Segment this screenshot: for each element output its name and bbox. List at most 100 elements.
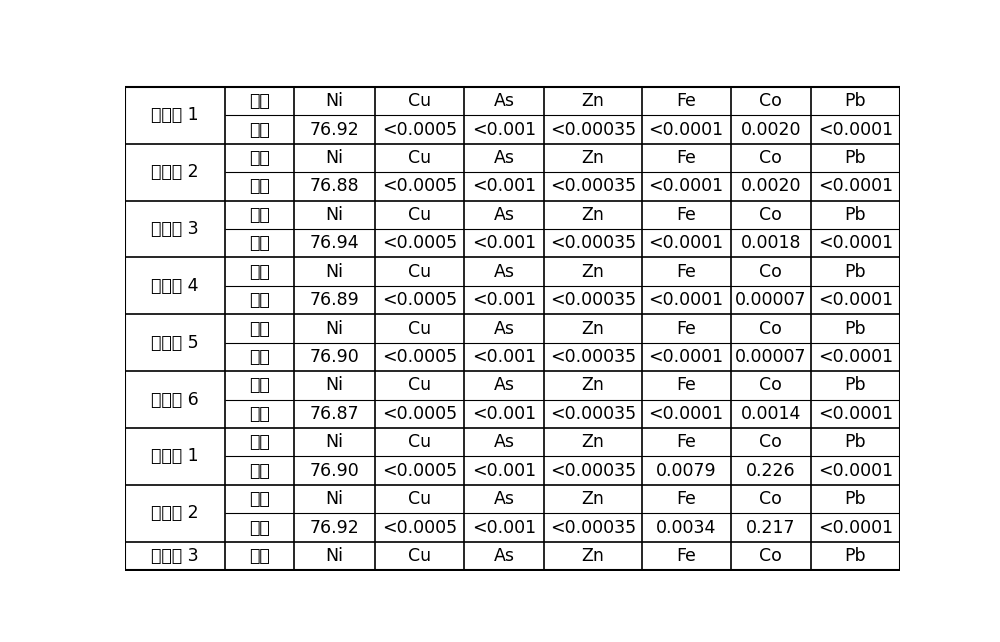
Text: Ni: Ni (326, 490, 344, 508)
Text: <0.0001: <0.0001 (818, 348, 893, 366)
Text: <0.0001: <0.0001 (649, 177, 724, 195)
Text: As: As (494, 206, 515, 224)
Text: <0.00035: <0.00035 (550, 177, 636, 195)
Text: 元素: 元素 (249, 149, 270, 167)
Text: 元素: 元素 (249, 206, 270, 224)
Text: Zn: Zn (582, 149, 604, 167)
Text: <0.001: <0.001 (472, 462, 536, 480)
Text: Cu: Cu (408, 547, 431, 565)
Text: <0.0001: <0.0001 (649, 291, 724, 309)
Text: Pb: Pb (845, 433, 866, 451)
Text: <0.0001: <0.0001 (818, 462, 893, 480)
Text: 76.88: 76.88 (310, 177, 359, 195)
Text: <0.0001: <0.0001 (649, 405, 724, 423)
Text: Zn: Zn (582, 547, 604, 565)
Text: Cu: Cu (408, 320, 431, 338)
Text: Co: Co (759, 433, 782, 451)
Text: Zn: Zn (582, 376, 604, 394)
Text: 实施例 1: 实施例 1 (151, 107, 199, 125)
Text: Cu: Cu (408, 490, 431, 508)
Text: Co: Co (759, 263, 782, 281)
Text: 0.00007: 0.00007 (735, 291, 807, 309)
Text: 元素: 元素 (249, 490, 270, 508)
Text: 0.0020: 0.0020 (741, 177, 801, 195)
Text: <0.00035: <0.00035 (550, 405, 636, 423)
Text: 元素: 元素 (249, 320, 270, 338)
Text: Pb: Pb (845, 149, 866, 167)
Text: <0.0001: <0.0001 (818, 405, 893, 423)
Text: <0.0001: <0.0001 (649, 348, 724, 366)
Text: Fe: Fe (676, 206, 696, 224)
Text: 对比例 1: 对比例 1 (151, 447, 199, 465)
Text: <0.001: <0.001 (472, 234, 536, 252)
Text: <0.00035: <0.00035 (550, 121, 636, 139)
Text: Co: Co (759, 547, 782, 565)
Text: 含量: 含量 (249, 519, 270, 537)
Text: Zn: Zn (582, 206, 604, 224)
Text: <0.0005: <0.0005 (382, 177, 457, 195)
Text: <0.0001: <0.0001 (818, 177, 893, 195)
Text: Fe: Fe (676, 149, 696, 167)
Text: 76.94: 76.94 (310, 234, 359, 252)
Text: <0.0001: <0.0001 (649, 234, 724, 252)
Text: 0.0079: 0.0079 (656, 462, 716, 480)
Text: <0.0005: <0.0005 (382, 462, 457, 480)
Text: <0.001: <0.001 (472, 177, 536, 195)
Text: Ni: Ni (326, 263, 344, 281)
Text: As: As (494, 263, 515, 281)
Text: 含量: 含量 (249, 234, 270, 252)
Text: Co: Co (759, 149, 782, 167)
Text: Co: Co (759, 490, 782, 508)
Text: As: As (494, 376, 515, 394)
Text: Fe: Fe (676, 433, 696, 451)
Text: 实施例 4: 实施例 4 (151, 277, 199, 295)
Text: 0.0020: 0.0020 (741, 121, 801, 139)
Text: Cu: Cu (408, 433, 431, 451)
Text: Pb: Pb (845, 263, 866, 281)
Text: <0.001: <0.001 (472, 348, 536, 366)
Text: 76.90: 76.90 (310, 462, 360, 480)
Text: As: As (494, 547, 515, 565)
Text: 元素: 元素 (249, 263, 270, 281)
Text: <0.0005: <0.0005 (382, 121, 457, 139)
Text: Zn: Zn (582, 263, 604, 281)
Text: Ni: Ni (326, 149, 344, 167)
Text: Fe: Fe (676, 376, 696, 394)
Text: 0.226: 0.226 (746, 462, 796, 480)
Text: 实施例 2: 实施例 2 (151, 163, 199, 181)
Text: <0.00035: <0.00035 (550, 348, 636, 366)
Text: Pb: Pb (845, 490, 866, 508)
Text: 实施例 3: 实施例 3 (151, 220, 199, 238)
Text: 含量: 含量 (249, 405, 270, 423)
Text: Cu: Cu (408, 92, 431, 110)
Text: Ni: Ni (326, 320, 344, 338)
Text: 对比例 3: 对比例 3 (151, 547, 199, 565)
Text: <0.0005: <0.0005 (382, 519, 457, 537)
Text: 含量: 含量 (249, 177, 270, 195)
Text: <0.0001: <0.0001 (818, 519, 893, 537)
Text: 76.92: 76.92 (310, 519, 360, 537)
Text: Cu: Cu (408, 206, 431, 224)
Text: Pb: Pb (845, 206, 866, 224)
Text: Co: Co (759, 92, 782, 110)
Text: Zn: Zn (582, 320, 604, 338)
Text: 0.0018: 0.0018 (741, 234, 801, 252)
Text: Cu: Cu (408, 149, 431, 167)
Text: Cu: Cu (408, 263, 431, 281)
Text: Pb: Pb (845, 547, 866, 565)
Text: <0.00035: <0.00035 (550, 291, 636, 309)
Text: Pb: Pb (845, 320, 866, 338)
Text: Zn: Zn (582, 433, 604, 451)
Text: 元素: 元素 (249, 92, 270, 110)
Text: <0.0001: <0.0001 (818, 234, 893, 252)
Text: Pb: Pb (845, 376, 866, 394)
Text: Ni: Ni (326, 92, 344, 110)
Text: <0.00035: <0.00035 (550, 234, 636, 252)
Text: 元素: 元素 (249, 376, 270, 394)
Text: 含量: 含量 (249, 121, 270, 139)
Text: Ni: Ni (326, 376, 344, 394)
Text: 实施例 5: 实施例 5 (151, 334, 199, 352)
Text: Pb: Pb (845, 92, 866, 110)
Text: Zn: Zn (582, 92, 604, 110)
Text: Zn: Zn (582, 490, 604, 508)
